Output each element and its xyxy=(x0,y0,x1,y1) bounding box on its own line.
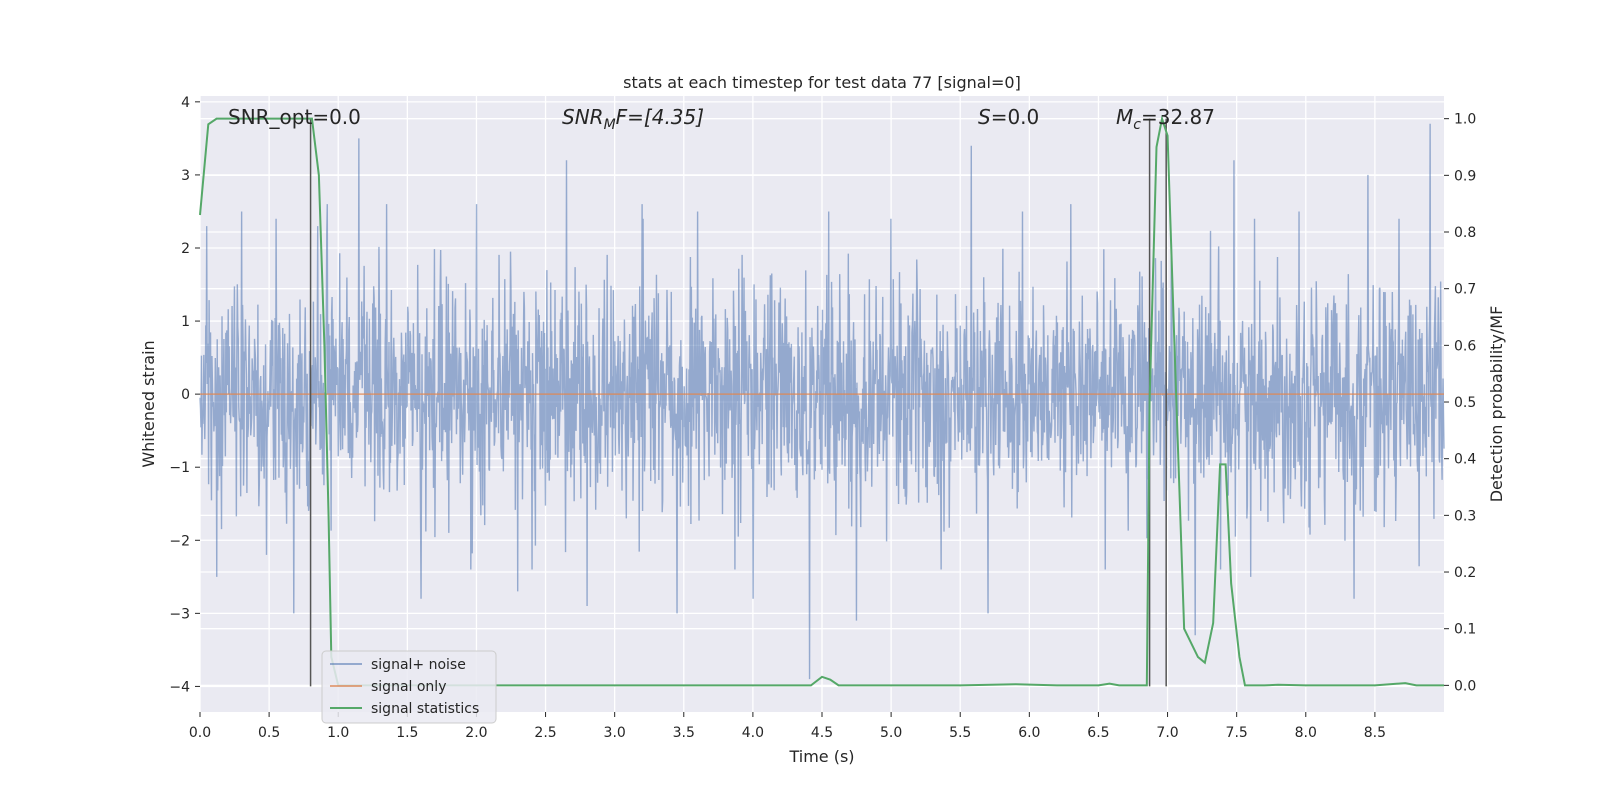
y2-tick-label: 0.6 xyxy=(1454,338,1476,354)
series-signal-noise xyxy=(199,123,1445,680)
x-tick-label: 4.0 xyxy=(742,725,764,741)
y-tick-label: −3 xyxy=(169,606,190,622)
y2-tick-label: 0.5 xyxy=(1454,395,1476,411)
y-tick-label: 2 xyxy=(181,241,190,257)
y-tick-label: 0 xyxy=(181,387,190,403)
y2-tick-label: 0.7 xyxy=(1454,282,1476,298)
series-signal-statistics xyxy=(199,114,1444,687)
legend-label-signal-noise: signal+ noise xyxy=(371,657,466,673)
y2-tick-label: 0.1 xyxy=(1454,622,1476,638)
annotation-snr-mf-main: SNR xyxy=(562,105,604,129)
x-tick-label: 2.0 xyxy=(465,725,487,741)
x-tick-label: 5.5 xyxy=(949,725,971,741)
y-axis-label: Whitened strain xyxy=(139,340,158,467)
y2-tick-label: 1.0 xyxy=(1454,112,1476,128)
legend-label-signal-statistics: signal statistics xyxy=(371,701,479,717)
y-axis-ticks: −4 −3 −2 −1 0 1 2 3 4 xyxy=(169,95,200,695)
annotation-s: S=0.0 xyxy=(978,105,1039,129)
y2-tick-label: 0.0 xyxy=(1454,678,1476,694)
x-axis-ticks: 0.0 0.5 1.0 1.5 2.0 2.5 3.0 3.5 4.0 4.5 5.0 5.5 6.0 6… xyxy=(189,712,1386,741)
noise-trace xyxy=(199,123,1445,680)
annotation-s-rest: =0.0 xyxy=(991,105,1040,129)
y2-tick-label: 0.2 xyxy=(1454,565,1476,581)
annotation-mc-rest: =32.87 xyxy=(1141,105,1215,129)
x-tick-label: 6.5 xyxy=(1087,725,1109,741)
x-axis-label: Time (s) xyxy=(788,747,854,766)
x-tick-label: 8.5 xyxy=(1364,725,1386,741)
x-tick-label: 3.0 xyxy=(604,725,626,741)
x-tick-label: 8.0 xyxy=(1295,725,1317,741)
x-tick-label: 7.0 xyxy=(1156,725,1178,741)
signal-statistics-line xyxy=(199,114,1444,687)
y2-tick-label: 0.8 xyxy=(1454,225,1476,241)
y2-axis-ticks: 0.0 0.1 0.2 0.3 0.4 0.5 0.6 0.7 0.8 0.9 1.0 xyxy=(1444,112,1476,694)
y-tick-label: 3 xyxy=(181,168,190,184)
y2-tick-label: 0.9 xyxy=(1454,168,1476,184)
x-tick-label: 3.5 xyxy=(673,725,695,741)
x-tick-label: 0.0 xyxy=(189,725,211,741)
x-tick-label: 0.5 xyxy=(258,725,280,741)
x-tick-label: 4.5 xyxy=(811,725,833,741)
annotation-s-main: S xyxy=(978,105,991,129)
annotation-snr-mf: SNRMF=[4.35] xyxy=(562,105,704,133)
legend-label-signal-only: signal only xyxy=(371,679,446,695)
annotation-mc: Mc=32.87 xyxy=(1116,105,1215,133)
x-tick-label: 6.0 xyxy=(1018,725,1040,741)
y-tick-label: −1 xyxy=(169,460,190,476)
y2-tick-label: 0.4 xyxy=(1454,452,1476,468)
legend: signal+ noise signal only signal statist… xyxy=(321,650,497,724)
annotation-snr-mf-rest: F=[4.35] xyxy=(616,105,704,129)
y-tick-label: 4 xyxy=(181,95,190,111)
y2-axis-label: Detection probability/MF xyxy=(1487,306,1506,503)
y-tick-label: 1 xyxy=(181,314,190,330)
x-tick-label: 2.5 xyxy=(534,725,556,741)
annotation-mc-sub: c xyxy=(1133,117,1141,133)
x-tick-label: 1.0 xyxy=(327,725,349,741)
annotation-mc-main: M xyxy=(1116,105,1133,129)
annotation-snr-opt: SNR_opt=0.0 xyxy=(228,105,361,129)
chart-title: stats at each timestep for test data 77 … xyxy=(623,73,1021,92)
x-tick-label: 1.5 xyxy=(396,725,418,741)
y-tick-label: −2 xyxy=(169,533,190,549)
y2-tick-label: 0.3 xyxy=(1454,508,1476,524)
y-tick-label: −4 xyxy=(169,679,190,695)
legend-box xyxy=(321,650,497,724)
annotation-snr-mf-sub: M xyxy=(604,117,616,133)
x-tick-label: 7.5 xyxy=(1226,725,1248,741)
x-tick-label: 5.0 xyxy=(880,725,902,741)
